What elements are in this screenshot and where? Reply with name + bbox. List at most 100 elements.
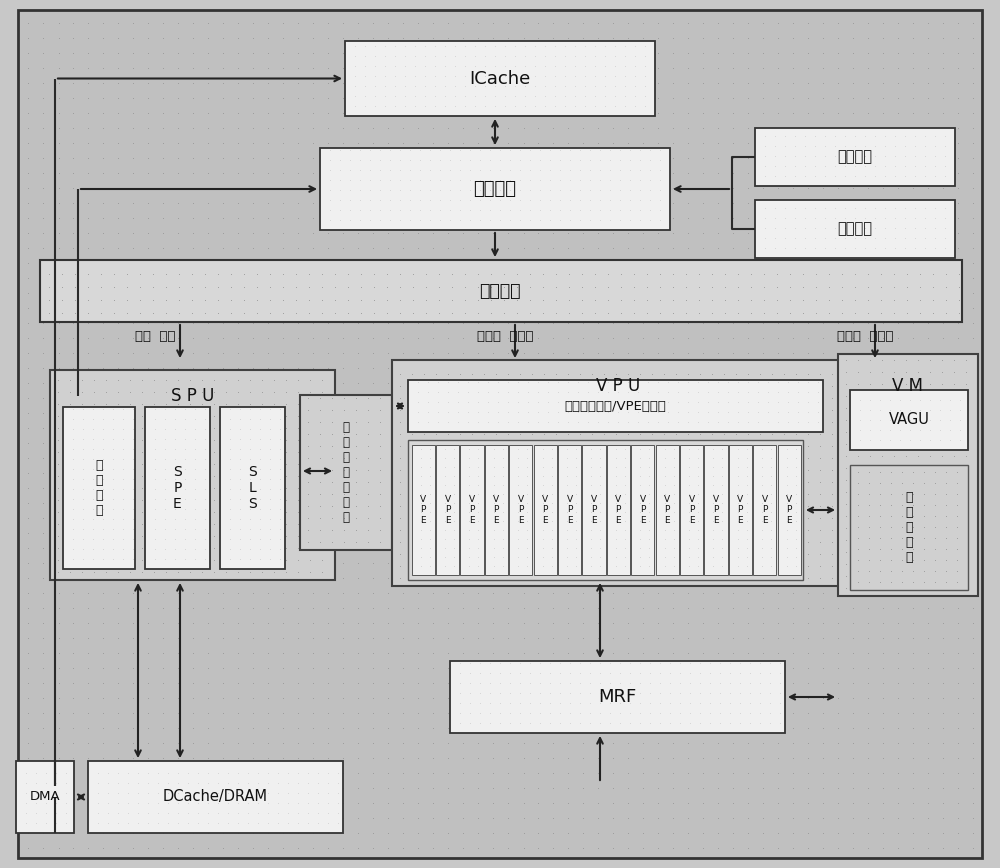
Point: [348, 450, 364, 464]
Point: [50, 195, 66, 209]
Point: [190, 796, 206, 810]
Point: [452, 559, 468, 573]
Point: [857, 139, 873, 153]
Point: [620, 226, 636, 240]
Point: [215, 436, 231, 450]
Point: [749, 477, 765, 491]
Point: [140, 45, 156, 59]
Point: [218, 516, 234, 530]
Point: [380, 601, 396, 615]
Point: [617, 69, 633, 83]
Point: [788, 570, 804, 584]
Point: [740, 498, 756, 512]
Point: [710, 601, 726, 615]
Point: [740, 465, 756, 479]
Point: [185, 331, 201, 345]
Point: [790, 375, 806, 389]
Point: [740, 316, 756, 330]
Point: [410, 195, 426, 209]
Point: [167, 522, 183, 536]
Point: [522, 293, 538, 307]
Point: [335, 720, 352, 734]
Point: [278, 409, 294, 423]
Point: [305, 45, 321, 59]
Point: [510, 460, 526, 474]
Point: [690, 496, 706, 510]
Point: [850, 477, 866, 490]
Point: [898, 412, 914, 426]
Point: [312, 438, 328, 452]
Point: [545, 421, 561, 435]
Point: [782, 532, 798, 546]
Point: [830, 150, 846, 164]
Point: [756, 360, 772, 374]
Point: [584, 535, 600, 549]
Point: [155, 271, 171, 285]
Point: [412, 183, 428, 197]
Point: [890, 615, 906, 629]
Point: [320, 735, 336, 749]
Point: [821, 306, 837, 319]
Point: [95, 630, 111, 644]
Point: [898, 533, 914, 547]
Point: [185, 661, 201, 674]
Point: [756, 811, 772, 825]
Point: [917, 231, 933, 245]
Point: [242, 432, 258, 446]
Point: [656, 463, 672, 477]
Point: [252, 512, 268, 526]
Point: [230, 615, 246, 629]
Point: [65, 405, 81, 419]
Point: [215, 76, 231, 89]
Point: [483, 280, 499, 294]
Point: [360, 510, 376, 524]
Point: [620, 76, 636, 89]
Point: [650, 601, 666, 615]
Point: [898, 352, 914, 366]
Point: [185, 496, 201, 510]
Point: [527, 99, 543, 113]
Point: [932, 433, 948, 447]
Point: [200, 751, 216, 765]
Point: [749, 444, 765, 458]
Point: [305, 646, 321, 660]
Point: [620, 135, 636, 149]
Point: [824, 438, 840, 452]
Point: [617, 466, 633, 480]
Point: [65, 780, 81, 794]
Point: [694, 510, 710, 524]
Point: [867, 139, 883, 153]
Point: [592, 487, 608, 501]
Point: [740, 395, 756, 409]
Point: [530, 481, 546, 495]
Point: [656, 523, 672, 536]
Point: [535, 306, 551, 319]
Point: [830, 286, 846, 299]
Point: [785, 556, 801, 569]
Point: [610, 385, 626, 399]
Point: [427, 99, 443, 113]
Point: [532, 213, 548, 227]
Point: [335, 61, 352, 75]
Point: [110, 565, 126, 579]
Point: [782, 543, 798, 557]
Point: [300, 450, 316, 464]
Point: [652, 706, 668, 720]
Point: [36, 121, 52, 135]
Point: [427, 69, 443, 83]
Point: [632, 450, 648, 464]
Point: [530, 286, 546, 299]
Point: [36, 405, 52, 419]
Point: [20, 630, 36, 644]
Point: [464, 438, 480, 452]
Point: [455, 181, 471, 194]
Point: [824, 523, 840, 536]
Point: [485, 840, 501, 854]
Point: [695, 840, 711, 854]
Point: [365, 286, 381, 299]
Point: [474, 489, 490, 503]
Point: [170, 776, 186, 790]
Point: [470, 385, 486, 399]
Point: [850, 412, 866, 426]
Point: [130, 816, 146, 830]
